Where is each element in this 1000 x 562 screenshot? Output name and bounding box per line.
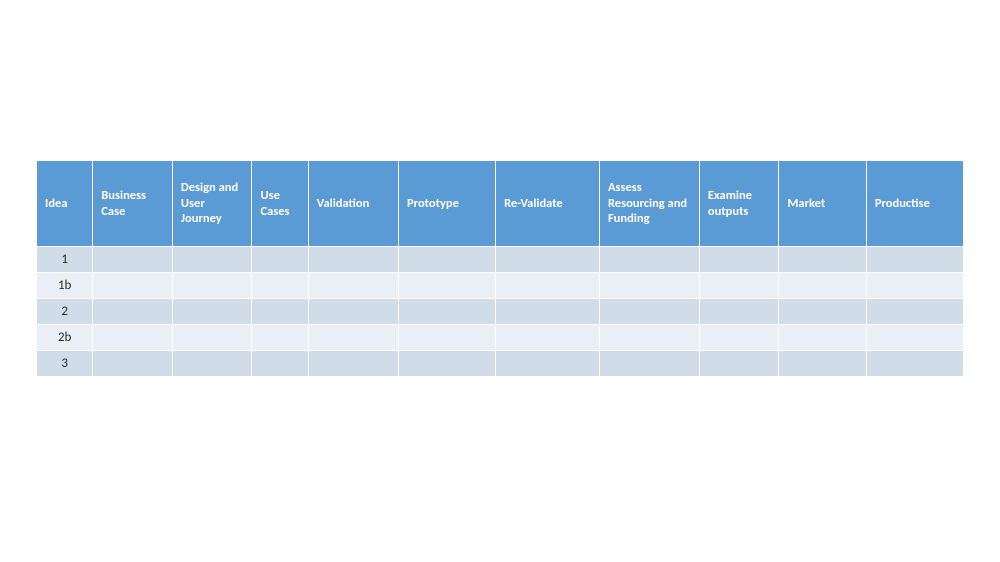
table-cell — [252, 247, 308, 273]
table-cell — [308, 351, 398, 377]
table-cell — [93, 299, 173, 325]
table-cell — [172, 299, 252, 325]
table-cell — [496, 299, 600, 325]
table-cell — [399, 325, 496, 351]
row-label-cell: 2b — [37, 325, 93, 351]
table-cell — [699, 299, 779, 325]
table-cell — [599, 299, 699, 325]
table-container: IdeaBusiness CaseDesign and User Journey… — [36, 160, 964, 377]
table-cell — [699, 351, 779, 377]
table-cell — [399, 351, 496, 377]
table-cell — [779, 351, 866, 377]
column-header: Market — [779, 161, 866, 247]
table-cell — [93, 273, 173, 299]
table-cell — [252, 351, 308, 377]
table-row: 2b — [37, 325, 964, 351]
row-label-cell: 3 — [37, 351, 93, 377]
table-cell — [308, 299, 398, 325]
table-cell — [399, 299, 496, 325]
table-cell — [779, 273, 866, 299]
table-row: 2 — [37, 299, 964, 325]
table-cell — [252, 273, 308, 299]
column-header: Business Case — [93, 161, 173, 247]
table-cell — [599, 273, 699, 299]
table-cell — [496, 325, 600, 351]
table-cell — [699, 247, 779, 273]
table-header-row: IdeaBusiness CaseDesign and User Journey… — [37, 161, 964, 247]
process-table: IdeaBusiness CaseDesign and User Journey… — [36, 160, 964, 377]
column-header: Examine outputs — [699, 161, 779, 247]
table-cell — [308, 273, 398, 299]
column-header: Productise — [866, 161, 963, 247]
column-header: Design and User Journey — [172, 161, 252, 247]
table-cell — [866, 247, 963, 273]
table-cell — [866, 273, 963, 299]
table-row: 1b — [37, 273, 964, 299]
table-cell — [399, 273, 496, 299]
table-cell — [496, 273, 600, 299]
table-cell — [599, 351, 699, 377]
table-cell — [699, 325, 779, 351]
table-cell — [599, 325, 699, 351]
row-label-cell: 1 — [37, 247, 93, 273]
table-cell — [93, 247, 173, 273]
table-cell — [252, 325, 308, 351]
table-cell — [172, 273, 252, 299]
table-cell — [252, 299, 308, 325]
column-header: Prototype — [399, 161, 496, 247]
column-header: Idea — [37, 161, 93, 247]
table-cell — [172, 247, 252, 273]
table-cell — [699, 273, 779, 299]
table-cell — [779, 299, 866, 325]
table-cell — [172, 351, 252, 377]
table-cell — [496, 247, 600, 273]
column-header: Re-Validate — [496, 161, 600, 247]
column-header: Assess Resourcing and Funding — [599, 161, 699, 247]
table-cell — [308, 325, 398, 351]
row-label-cell: 1b — [37, 273, 93, 299]
column-header: Validation — [308, 161, 398, 247]
table-cell — [399, 247, 496, 273]
table-cell — [172, 325, 252, 351]
table-cell — [866, 325, 963, 351]
table-cell — [93, 325, 173, 351]
table-cell — [779, 325, 866, 351]
table-row: 3 — [37, 351, 964, 377]
table-cell — [779, 247, 866, 273]
column-header: Use Cases — [252, 161, 308, 247]
table-cell — [599, 247, 699, 273]
table-cell — [93, 351, 173, 377]
table-cell — [308, 247, 398, 273]
table-cell — [866, 299, 963, 325]
table-cell — [496, 351, 600, 377]
table-cell — [866, 351, 963, 377]
table-row: 1 — [37, 247, 964, 273]
row-label-cell: 2 — [37, 299, 93, 325]
